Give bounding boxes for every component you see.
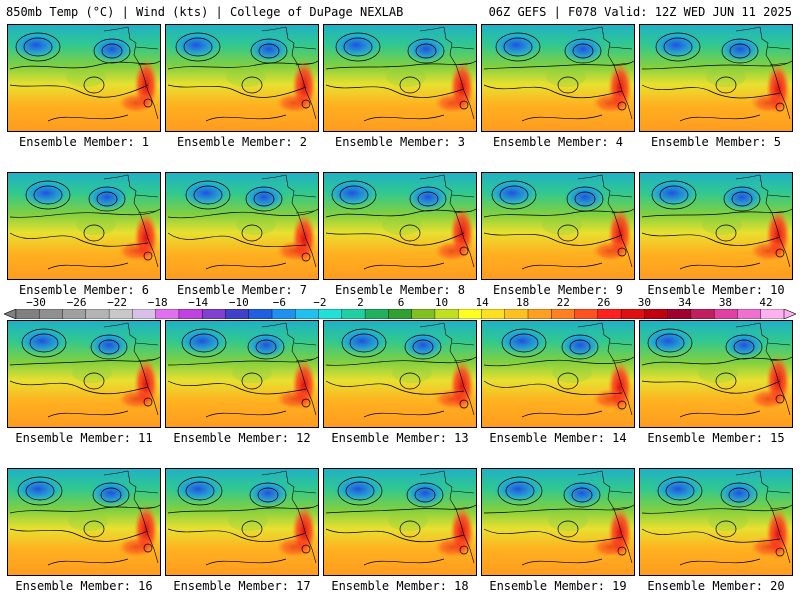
ensemble-member-map [639,468,793,576]
colorbar-segment [457,309,482,319]
colorbar-max-arrow [783,309,796,319]
colorbar-segment [760,309,785,319]
ensemble-member-label: Ensemble Member: 1 [18,135,150,149]
colorbar-segment [597,309,622,319]
colorbar-segment [737,309,762,319]
ensemble-member-map [7,468,161,576]
colorbar-segment [713,309,738,319]
colorbar-tick-label: 38 [718,296,733,309]
colorbar-segment [201,309,226,319]
colorbar-segment [527,309,552,319]
colorbar-segment [504,309,529,319]
ensemble-member-label: Ensemble Member: 10 [647,283,785,297]
ensemble-member-label: Ensemble Member: 3 [334,135,466,149]
colorbar-tick-label: 2 [357,296,364,309]
ensemble-member-map [639,24,793,132]
colorbar-tick-label: 22 [556,296,570,309]
ensemble-member-label: Ensemble Member: 9 [492,283,624,297]
ensemble-member-map [165,172,319,280]
ensemble-member-label: Ensemble Member: 5 [650,135,782,149]
ensemble-member-label: Ensemble Member: 8 [334,283,466,297]
temperature-colorbar: −30 −26 −22 −18 −14 −10 −6 −2 2 6 10 14 18 22 26 30 34 38… [0,296,800,320]
colorbar-segment [318,309,343,319]
colorbar-segment [62,309,87,319]
colorbar-tick-label: −6 [272,296,286,309]
ensemble-member-map [165,24,319,132]
ensemble-member-map [7,24,161,132]
ensemble-member-map [7,320,161,428]
map-title: 850mb Temp (°C) | Wind (kts) | College o… [6,5,404,19]
colorbar-tick-label: 10 [434,296,449,309]
colorbar-segment [248,309,273,319]
colorbar-segment [108,309,133,319]
colorbar-segment [551,309,576,319]
ensemble-member-map [165,468,319,576]
colorbar-tick-label: 34 [678,296,692,309]
colorbar-segment [271,309,296,319]
colorbar-tick-label: −18 [147,296,168,309]
colorbar-tick-label: −22 [107,296,128,309]
colorbar-segment [225,309,250,319]
ensemble-member-map [323,24,477,132]
colorbar-tick-label: −26 [66,296,87,309]
ensemble-member-label: Ensemble Member: 11 [15,431,153,445]
ensemble-member-label: Ensemble Member: 13 [331,431,469,445]
colorbar-tick-label: 14 [475,296,489,309]
colorbar-segment [295,309,320,319]
colorbar-segment [155,309,180,319]
colorbar-min-arrow [4,309,17,319]
colorbar-tick-label: 30 [637,296,651,309]
colorbar-tick-label: 6 [397,296,405,309]
ensemble-member-map [7,172,161,280]
ensemble-member-label: Ensemble Member: 19 [489,579,627,593]
colorbar-segment [388,309,413,319]
colorbar-tick-label: −10 [228,296,249,309]
colorbar-segment [411,309,436,319]
ensemble-member-map [481,24,635,132]
colorbar-segment [85,309,110,319]
colorbar-segment [15,309,40,319]
colorbar-segment [574,309,599,319]
ensemble-member-label: Ensemble Member: 14 [489,431,627,445]
ensemble-member-map [639,172,793,280]
ensemble-member-map [323,320,477,428]
ensemble-member-map [481,320,635,428]
colorbar-segment [667,309,692,319]
ensemble-member-label: Ensemble Member: 16 [15,579,153,593]
ensemble-member-map [323,172,477,280]
colorbar-tick-label: 42 [759,296,773,309]
ensemble-member-label: Ensemble Member: 20 [647,579,785,593]
model-run-info: 06Z GEFS | F078 Valid: 12Z WED JUN 11 20… [488,5,792,19]
colorbar-tick-label: −30 [26,296,46,309]
ensemble-member-label: Ensemble Member: 2 [176,135,308,149]
colorbar-segment [434,309,459,319]
colorbar-labels: −30 −26 −22 −18 −14 −10 −6 −2 2 6 10 14 18 22 26 30 34 38… [0,296,800,309]
ensemble-member-map [639,320,793,428]
colorbar-segment [620,309,645,319]
ensemble-member-label: Ensemble Member: 18 [331,579,469,593]
colorbar-segment [690,309,715,319]
ensemble-member-map [481,172,635,280]
colorbar-tick-label: 26 [597,296,611,309]
colorbar-tick-label: 18 [516,296,530,309]
colorbar-tick-label: −2 [313,296,327,309]
colorbar-segment [481,309,506,319]
colorbar-segment [364,309,389,319]
ensemble-member-map [165,320,319,428]
colorbar-segment [132,309,157,319]
ensemble-member-label: Ensemble Member: 15 [647,431,785,445]
ensemble-member-label: Ensemble Member: 7 [176,283,308,297]
colorbar-tick-label: −14 [188,296,209,309]
colorbar-segment [39,309,64,319]
ensemble-member-label: Ensemble Member: 17 [173,579,311,593]
ensemble-member-label: Ensemble Member: 6 [18,283,150,297]
ensemble-member-label: Ensemble Member: 4 [492,135,624,149]
ensemble-member-map [323,468,477,576]
colorbar-segment [644,309,669,319]
ensemble-member-map [481,468,635,576]
colorbar-segment [341,309,366,319]
colorbar-segment [178,309,203,319]
ensemble-member-label: Ensemble Member: 12 [173,431,311,445]
colorbar-scale [4,309,796,319]
